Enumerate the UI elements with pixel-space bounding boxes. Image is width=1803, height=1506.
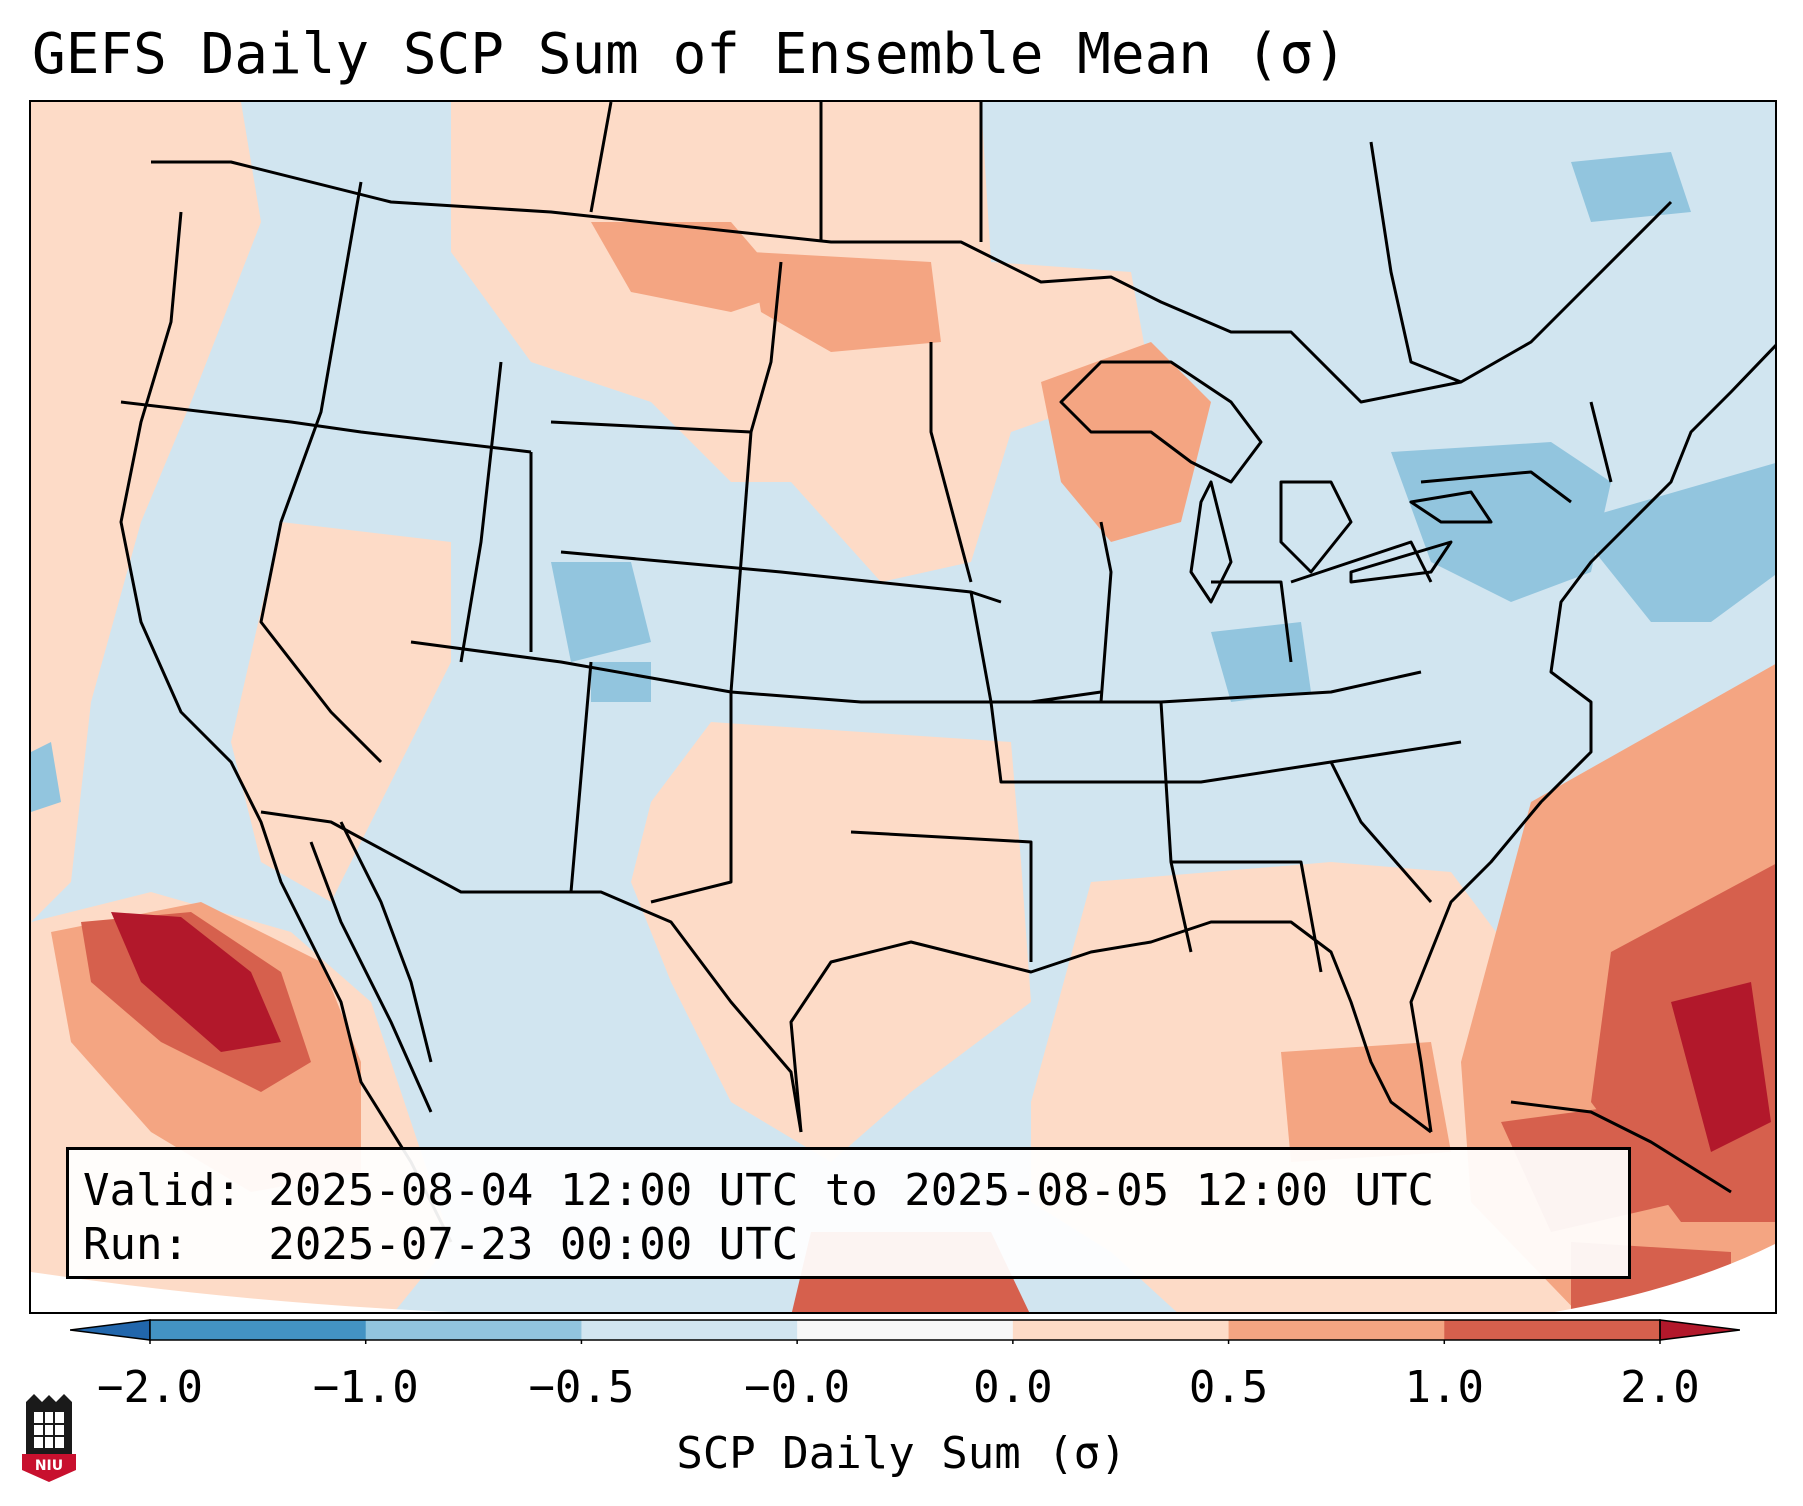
colorbar-tick-label: 0.0 <box>973 1362 1053 1413</box>
colorbar-bin <box>581 1320 798 1340</box>
scp-map <box>31 102 1775 1312</box>
colorbar-tick-label: −0.5 <box>528 1362 635 1413</box>
colorbar-bin <box>365 1320 582 1340</box>
colorbar-bin <box>1012 1320 1230 1340</box>
colorbar-tick-label: −0.0 <box>744 1362 851 1413</box>
colorbar-extension-low <box>70 1319 151 1341</box>
colorbar-extension-high <box>1659 1319 1740 1341</box>
colorbar-tick-label: −2.0 <box>97 1362 203 1413</box>
projection-edge <box>31 1272 451 1312</box>
colorbar-bin <box>1228 1320 1445 1340</box>
colorbar-bin <box>150 1320 367 1340</box>
run-time-text: Run: 2025-07-23 00:00 UTC <box>83 1219 799 1270</box>
state-borders <box>119 102 1775 1243</box>
valid-run-info-box: Valid: 2025-08-04 12:00 UTC to 2025-08-0… <box>66 1147 1631 1279</box>
niu-logo-icon: NIU <box>22 1394 76 1482</box>
colorbar-tick-label: 0.5 <box>1188 1362 1269 1413</box>
logo-text: NIU <box>35 1458 63 1474</box>
negative-anomaly-regions <box>31 152 1775 812</box>
colorbar <box>70 1319 1740 1344</box>
valid-time-text: Valid: 2025-08-04 12:00 UTC to 2025-08-0… <box>83 1165 1435 1216</box>
colorbar-bin <box>1444 1320 1661 1340</box>
map-title: GEFS Daily SCP Sum of Ensemble Mean (σ) <box>32 22 1347 87</box>
colorbar-tick-label: 2.0 <box>1620 1362 1700 1413</box>
colorbar-label: SCP Daily Sum (σ) <box>676 1428 1127 1479</box>
projection-edge <box>1554 1243 1775 1312</box>
colorbar-tick-label: −1.0 <box>312 1362 419 1413</box>
colorbar-bin <box>797 1320 1014 1340</box>
map-panel <box>29 100 1777 1314</box>
colorbar-tick-label: 1.0 <box>1404 1362 1485 1413</box>
